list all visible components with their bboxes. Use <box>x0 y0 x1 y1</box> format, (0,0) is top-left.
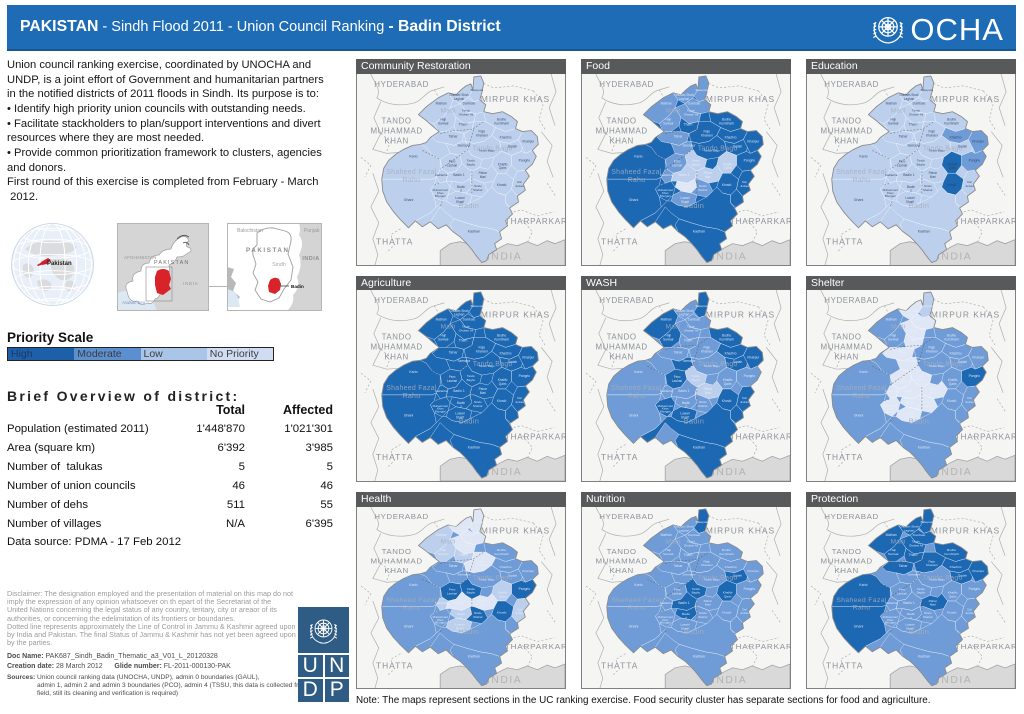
svg-text:PAKISTAN: PAKISTAN <box>246 247 290 254</box>
svg-text:Pakistan: Pakistan <box>47 261 72 267</box>
svg-text:Sindh: Sindh <box>272 262 286 268</box>
svg-text:INDIA: INDIA <box>183 281 199 287</box>
svg-text:INDIA: INDIA <box>302 256 319 262</box>
svg-text:Badin: Badin <box>291 284 304 289</box>
svg-text:PAKISTAN: PAKISTAN <box>154 260 189 266</box>
svg-text:Punjab: Punjab <box>304 228 320 234</box>
svg-text:AFGHANISTAN: AFGHANISTAN <box>124 255 156 260</box>
svg-text:Balochistan: Balochistan <box>237 228 263 234</box>
svg-text:Arabian Sea: Arabian Sea <box>121 300 146 305</box>
